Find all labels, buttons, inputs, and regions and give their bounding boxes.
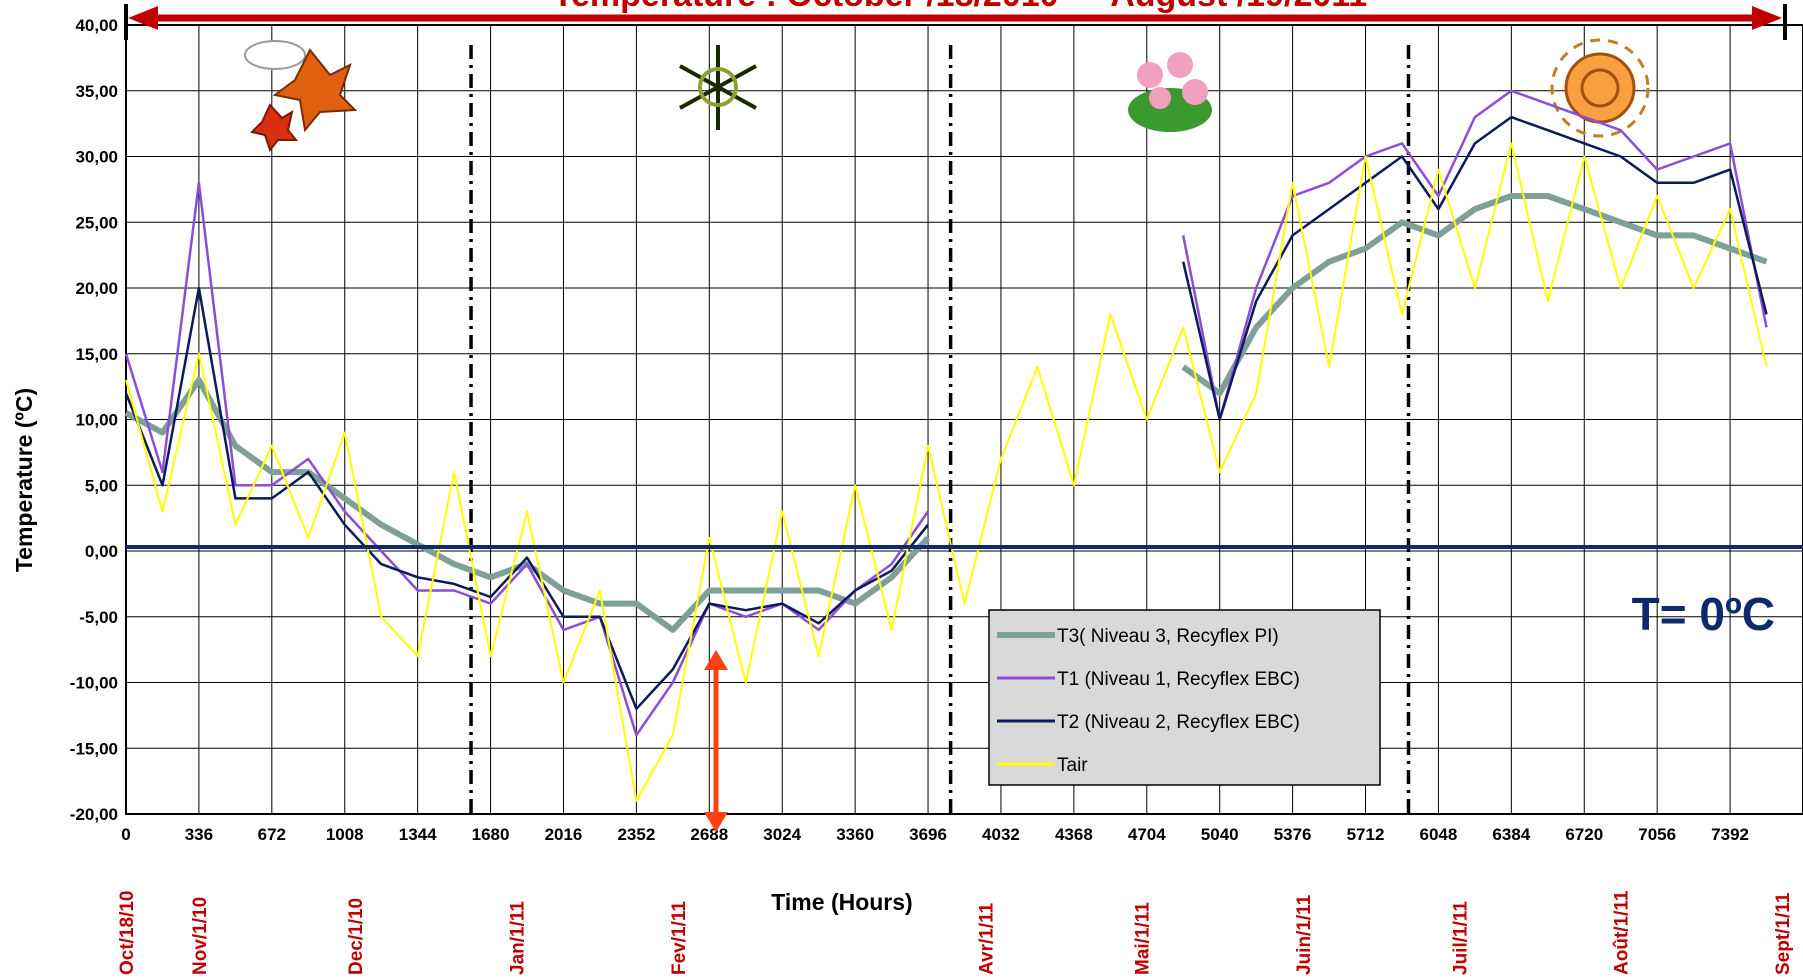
x-tick-label: 7392 [1711,825,1749,844]
x-tick-label: 1680 [472,825,510,844]
y-tick-label: 30,00 [75,148,118,167]
y-axis-title: Temperature (ºC) [11,388,37,572]
date-label: Fev/1/11 [669,901,690,975]
date-label: Avr/1/11 [976,902,997,975]
x-tick-label: 336 [185,825,213,844]
y-tick-label: 35,00 [75,82,118,101]
x-tick-label: 3696 [909,825,947,844]
chart: 40,00 35,00 30,00 25,00 20,00 15,00 10,00 5,00 0… [0,0,1803,979]
y-tick-label: -15,00 [70,739,118,758]
x-tick-label: 4704 [1128,825,1166,844]
y-tick-label: 15,00 [75,345,118,364]
date-label: Juil/1/11 [1450,901,1471,975]
y-tick-label: -10,00 [70,674,118,693]
date-label: Sept/1/11 [1773,892,1794,975]
legend-label: T1 (Niveau 1, Recyflex EBC) [1057,669,1300,690]
y-tick-label: 20,00 [75,279,118,298]
x-tick-label: 5712 [1347,825,1385,844]
date-label: Jan/1/11 [508,901,529,975]
x-tick-label: 6720 [1565,825,1603,844]
x-tick-label: 6048 [1420,825,1458,844]
y-tick-label: 40,00 [75,16,118,35]
date-label: Août/1/11 [1612,890,1633,975]
x-tick-label: 3024 [763,825,801,844]
x-tick-label: 672 [258,825,286,844]
x-tick-label: 5040 [1201,825,1239,844]
x-tick-label: 2016 [545,825,583,844]
y-tick-label: -20,00 [70,805,118,824]
x-tick-label: 5376 [1274,825,1312,844]
x-tick-label: 7056 [1638,825,1676,844]
x-tick-label: 1344 [399,825,437,844]
date-label: Dec/1/10 [346,898,367,975]
y-tick-label: 25,00 [75,213,118,232]
date-label: Nov/1/10 [190,897,211,975]
y-tick-label: 10,00 [75,411,118,430]
legend: T3( Niveau 3, Recyflex PI) T1 (Niveau 1, … [989,610,1380,785]
date-label: Juin/1/11 [1294,894,1315,975]
x-tick-label: 1008 [326,825,364,844]
date-label: Oct/18/10 [117,891,138,976]
legend-label: Tair [1057,755,1088,776]
y-tick-label: 5,00 [85,476,118,495]
x-tick-label: 3360 [836,825,874,844]
x-tick-label: 4032 [982,825,1020,844]
y-tick-label: 0,00 [85,542,118,561]
reference-label: T= 0ºC [1632,588,1775,640]
chart-title: Temperature : October /18/2010 — August … [553,0,1367,14]
x-axis-title: Time (Hours) [771,889,912,915]
legend-label: T2 (Niveau 2, Recyflex EBC) [1057,712,1300,733]
x-tick-label: 2352 [617,825,655,844]
legend-label: T3( Niveau 3, Recyflex PI) [1057,626,1279,647]
x-tick-label: 6384 [1492,825,1530,844]
x-tick-label: 2688 [690,825,728,844]
x-tick-label: 0 [121,825,130,844]
x-tick-label: 4368 [1055,825,1093,844]
y-tick-label: -5,00 [79,608,118,627]
date-label: Mai/1/11 [1133,902,1154,975]
